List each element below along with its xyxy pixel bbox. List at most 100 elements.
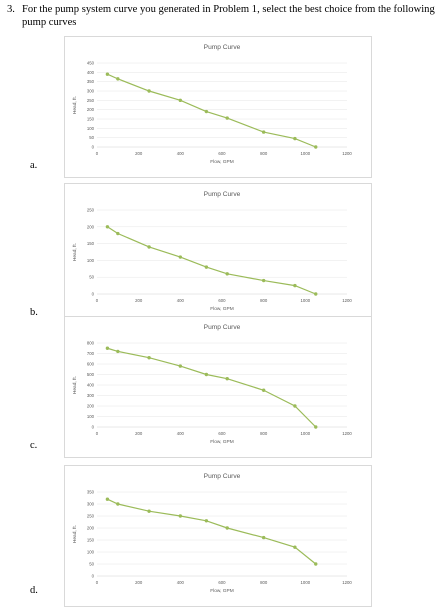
y-axis-label: Head, ft. [72, 376, 78, 394]
chart-svg: Pump Curve 0 50 100 150 200 250 0 200 400 600 800 10… [72, 191, 352, 312]
x-tick-label: 200 [135, 151, 143, 156]
option-label-a: a. [30, 160, 38, 171]
data-point [293, 136, 297, 141]
data-point [147, 509, 151, 513]
data-point [293, 404, 297, 408]
data-point [178, 514, 183, 518]
y-tick-label: 200 [87, 526, 95, 531]
y-tick-label: 0 [92, 425, 95, 430]
x-tick-label: 600 [218, 580, 226, 585]
y-tick-label: 100 [87, 258, 95, 263]
x-tick-label: 200 [135, 580, 143, 585]
data-point [261, 278, 266, 283]
y-tick-label: 200 [87, 404, 95, 409]
data-point [314, 562, 318, 566]
y-axis-label: Head, ft. [72, 525, 78, 543]
data-point [293, 283, 297, 288]
y-tick-label: 250 [87, 514, 95, 519]
x-tick-label: 400 [177, 580, 185, 585]
data-point [293, 545, 297, 549]
y-tick-label: 300 [87, 89, 95, 94]
option-label-b: b. [30, 307, 38, 318]
x-axis-label: Flow, GPM [210, 306, 233, 312]
x-tick-label: 1200 [342, 431, 352, 436]
x-tick-label: 1200 [342, 298, 352, 303]
question-text: For the pump system curve you generated … [22, 4, 435, 28]
y-axis-label: Head, ft. [72, 243, 78, 261]
pump-curve-chart-a: Pump Curve 0 50 100 150 200 250 300 350 400 450 0 20… [64, 36, 372, 178]
y-tick-label: 150 [87, 117, 95, 122]
y-tick-label: 400 [87, 383, 95, 388]
data-point [178, 255, 183, 259]
y-tick-label: 50 [89, 275, 94, 280]
x-tick-label: 1000 [301, 298, 311, 303]
x-tick-label: 600 [218, 431, 226, 436]
data-point [204, 109, 209, 114]
y-tick-label: 200 [87, 107, 95, 112]
data-point [261, 130, 266, 134]
x-tick-label: 600 [218, 151, 226, 156]
y-tick-label: 250 [87, 98, 95, 103]
data-point [105, 346, 110, 350]
data-point [204, 519, 209, 523]
option-label-c: c. [30, 440, 38, 451]
x-axis-label: Flow, GPM [210, 159, 233, 165]
x-tick-label: 600 [218, 298, 226, 303]
data-point [147, 89, 151, 93]
x-tick-label: 0 [96, 580, 99, 585]
data-point [225, 377, 229, 381]
y-tick-label: 0 [92, 574, 95, 579]
y-tick-label: 250 [87, 208, 95, 213]
chart-svg: Pump Curve 0 50 100 150 200 250 300 350 400 450 0 20… [72, 44, 352, 165]
x-tick-label: 800 [260, 298, 268, 303]
x-tick-label: 0 [96, 298, 99, 303]
x-tick-label: 1200 [342, 580, 352, 585]
x-tick-label: 0 [96, 151, 99, 156]
y-tick-label: 50 [89, 135, 94, 140]
data-point [225, 272, 229, 276]
data-point [147, 245, 151, 249]
chart-svg: Pump Curve 0 100 200 300 400 500 600 700 800 0 200 4… [72, 324, 352, 445]
y-tick-label: 150 [87, 538, 95, 543]
data-point [225, 526, 229, 530]
y-tick-label: 350 [87, 490, 95, 495]
x-axis-label: Flow, GPM [210, 588, 233, 594]
x-tick-label: 200 [135, 431, 143, 436]
data-point [261, 535, 266, 540]
data-point [116, 231, 120, 236]
pump-curve-chart-b: Pump Curve 0 50 100 150 200 250 0 200 400 600 800 10… [64, 183, 372, 325]
y-tick-label: 100 [87, 414, 95, 419]
series-line [107, 73, 316, 148]
data-point [116, 77, 120, 81]
x-tick-label: 800 [260, 431, 268, 436]
x-tick-label: 0 [96, 431, 99, 436]
x-axis-label: Flow, GPM [210, 439, 233, 445]
y-tick-label: 200 [87, 224, 95, 229]
question-number: 3. [7, 4, 15, 15]
data-point [261, 388, 266, 392]
data-point [225, 116, 229, 120]
y-tick-label: 300 [87, 502, 95, 507]
y-tick-label: 300 [87, 393, 95, 398]
x-tick-label: 800 [260, 580, 268, 585]
y-axis-label: Head, ft. [72, 96, 78, 114]
data-point [178, 98, 183, 103]
data-point [314, 145, 318, 149]
x-tick-label: 400 [177, 151, 185, 156]
y-tick-label: 400 [87, 70, 95, 75]
chart-title: Pump Curve [204, 44, 241, 51]
y-tick-label: 700 [87, 351, 95, 356]
x-tick-label: 1200 [342, 151, 352, 156]
pump-curve-chart-d: Pump Curve 0 50 100 150 200 250 300 350 0 200 400 60… [64, 465, 372, 607]
pump-curve-chart-c: Pump Curve 0 100 200 300 400 500 600 700 800 0 200 4… [64, 316, 372, 458]
y-tick-label: 100 [87, 126, 95, 131]
x-tick-label: 400 [177, 298, 185, 303]
data-point [105, 225, 110, 229]
chart-title: Pump Curve [204, 324, 241, 331]
y-tick-label: 0 [92, 292, 95, 297]
y-tick-label: 100 [87, 550, 95, 555]
data-point [314, 292, 318, 296]
x-tick-label: 400 [177, 431, 185, 436]
data-point [204, 265, 209, 269]
y-tick-label: 50 [89, 562, 94, 567]
